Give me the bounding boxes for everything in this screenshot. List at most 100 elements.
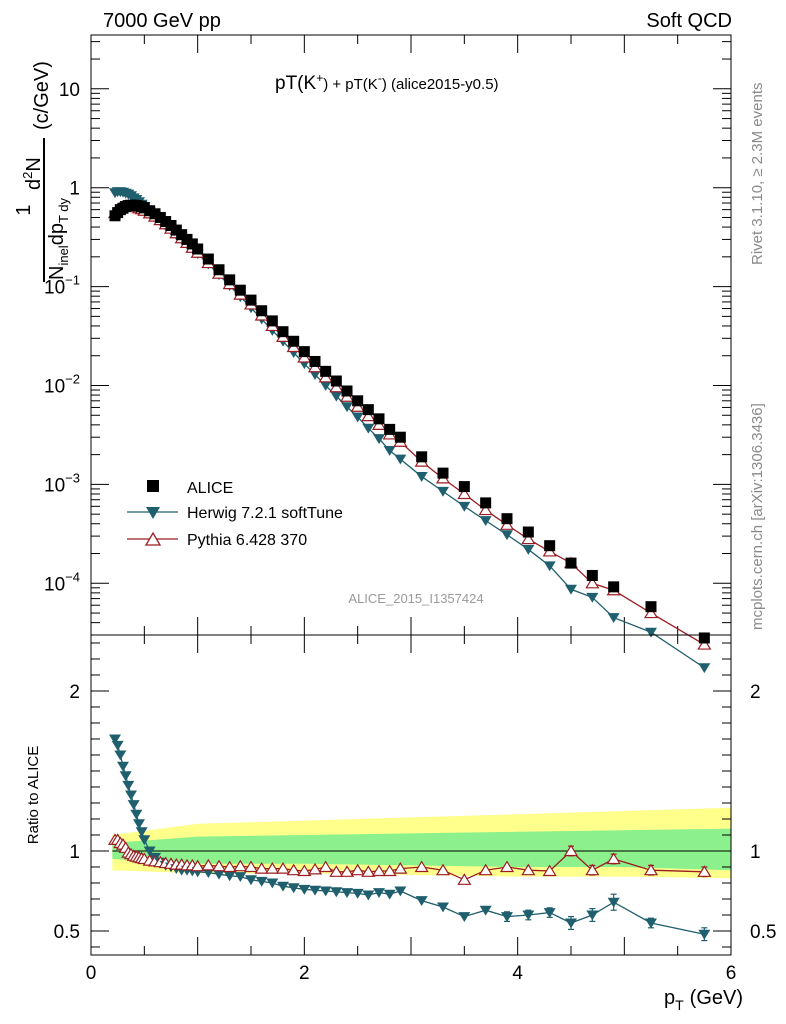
alice-main-point <box>544 540 556 552</box>
herwig-main-point <box>373 434 385 445</box>
herwig-main-point <box>415 472 428 482</box>
herwig-main-point <box>383 446 396 456</box>
pythia-ratio-point <box>318 860 333 873</box>
alice-main-point <box>256 305 268 317</box>
herwig-ratio-point <box>130 809 143 820</box>
pythia-ratio-point <box>190 859 205 872</box>
herwig-main-point <box>394 454 407 465</box>
x-tick-label: 2 <box>299 963 310 984</box>
alice-main-point <box>480 497 492 509</box>
alice-main-point <box>384 423 396 435</box>
pythia-main-point <box>521 532 536 545</box>
pythia-main-point <box>643 606 659 619</box>
main-y-tick-label: 10 <box>59 80 80 101</box>
ratio-band-inner <box>112 828 732 871</box>
y-label-numerator-one: 1 <box>13 204 35 215</box>
herwig-ratio-point <box>479 905 492 916</box>
alice-main-point <box>320 365 332 377</box>
pythia-main-point <box>329 380 344 393</box>
herwig-ratio-point <box>111 740 124 751</box>
legend-alice-marker <box>147 480 159 492</box>
ratio-panel-frame <box>90 634 732 956</box>
y-label-unit: (c/GeV) <box>31 61 53 130</box>
herwig-main-point <box>501 530 513 541</box>
alice-main-point <box>309 355 321 367</box>
herwig-ratio-point <box>138 835 151 846</box>
herwig-ratio-point <box>394 886 407 897</box>
herwig-ratio-point <box>362 890 375 901</box>
alice-main-point <box>698 632 710 644</box>
alice-main-point <box>224 274 236 286</box>
pythia-main-point <box>457 487 472 500</box>
pythia-ratio-point <box>585 863 600 876</box>
x-axis-label: pT (GeV) <box>664 987 743 1013</box>
plot-title: pT(K+) + pT(K-) (alice2015-y0.5) <box>275 71 499 94</box>
herwig-ratio-point <box>373 888 385 898</box>
herwig-ratio-point <box>458 912 471 922</box>
pythia-ratio-point <box>521 863 536 876</box>
main-y-ticks: 10 1 10−1 10−2 10−3 10−4 <box>44 35 732 636</box>
ratio-y-tick-label-right: 0.5 <box>750 922 776 943</box>
herwig-ratio-point <box>143 846 156 857</box>
alice-main-point <box>266 315 278 327</box>
ratio-panel <box>112 807 732 879</box>
legend-pythia-label: Pythia 6.428 370 <box>187 532 307 549</box>
pythia-main-point <box>361 409 376 422</box>
herwig-ratio-point <box>330 887 343 898</box>
herwig-ratio-point <box>565 918 577 929</box>
herwig-ratio-point <box>309 885 321 896</box>
herwig-ratio-point <box>586 910 599 921</box>
herwig-ratio-point <box>522 910 535 921</box>
herwig-ratio-point <box>119 771 132 782</box>
energy-label: 7000 GeV pp <box>103 10 221 32</box>
alice-main-point <box>373 413 385 425</box>
pythia-main-point <box>499 518 515 530</box>
herwig-ratio-point <box>277 881 289 892</box>
alice-main-point <box>437 467 449 479</box>
herwig-main-point <box>698 663 711 674</box>
herwig-ratio-point <box>645 918 657 929</box>
herwig-ratio-point <box>127 800 140 810</box>
alice-main-point <box>202 253 214 265</box>
pythia-ratio-point <box>297 864 312 877</box>
herwig-ratio-point <box>266 878 279 889</box>
herwig-main-point <box>458 501 471 512</box>
legend-alice-label: ALICE <box>187 480 233 497</box>
pythia-ratio-point <box>371 864 387 877</box>
herwig-ratio-point <box>351 888 364 899</box>
pythia-ratio-point <box>382 864 397 877</box>
herwig-ratio-point <box>341 888 353 898</box>
herwig-ratio-point <box>117 761 129 772</box>
main-y-tick-label: 1 <box>69 179 80 200</box>
pythia-ratio-point <box>233 859 248 872</box>
herwig-main-point <box>437 486 449 497</box>
herwig-ratio-point <box>135 827 148 838</box>
ratio-data-layer <box>107 734 712 942</box>
herwig-ratio-point <box>223 871 236 882</box>
pythia-ratio-point <box>361 865 376 877</box>
alice-main-point <box>330 375 342 387</box>
pythia-ratio-point <box>339 865 355 877</box>
ratio-y-tick-label-left: 1 <box>69 842 80 863</box>
pythia-ratio-point <box>265 862 280 874</box>
main-y-tick-label: 10−3 <box>44 470 80 496</box>
alice-main-point <box>458 481 470 493</box>
pythia-ratio-point <box>414 860 429 873</box>
ratio-y-tick-label-right: 2 <box>750 682 761 703</box>
pythia-main-point <box>478 503 493 516</box>
pythia-ratio-point <box>435 863 451 876</box>
herwig-main-point <box>330 391 343 402</box>
pythia-main-point <box>585 576 600 589</box>
herwig-ratio-point <box>698 929 711 940</box>
alice-main-point <box>213 264 225 276</box>
pythia-ratio-point <box>201 858 216 871</box>
herwig-main-point <box>586 592 599 603</box>
main-y-tick-label: 10−1 <box>44 273 80 299</box>
pythia-ratio-point <box>499 860 515 873</box>
main-data-layer <box>107 187 712 674</box>
pythia-ratio-point <box>307 862 323 875</box>
herwig-ratio-point <box>287 883 300 894</box>
herwig-main-point <box>645 627 657 638</box>
main-y-tick-label: 10−4 <box>44 569 80 595</box>
herwig-ratio-point <box>125 790 137 801</box>
